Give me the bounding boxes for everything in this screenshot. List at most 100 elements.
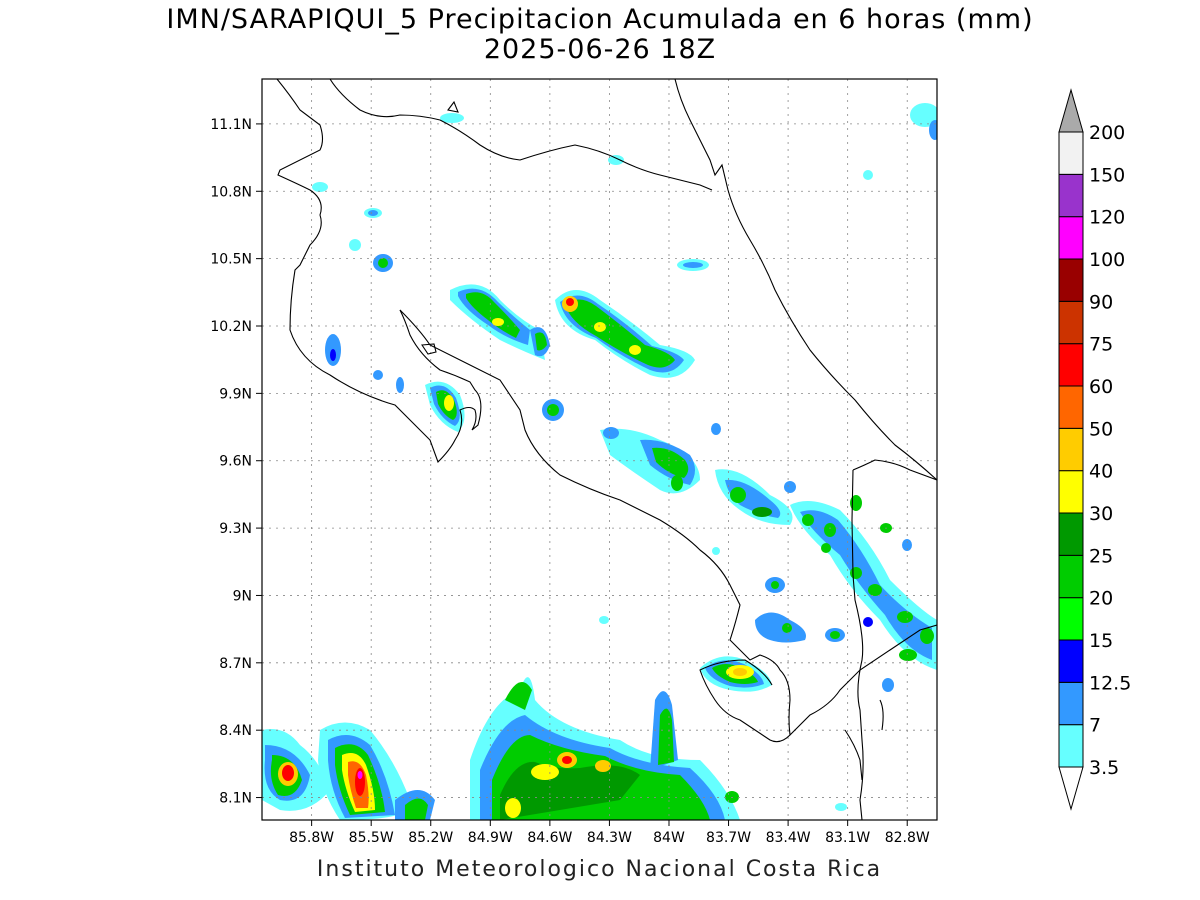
lat-tick-label: 10.2N — [210, 319, 252, 335]
lat-tick-label: 10.8N — [210, 184, 252, 200]
lat-tick-label: 11.1N — [210, 117, 252, 133]
precip-area — [535, 332, 547, 351]
lon-tick-label: 84W — [653, 830, 685, 846]
map-grid — [262, 79, 937, 820]
precip-area — [863, 617, 873, 627]
precip-area — [835, 803, 847, 811]
lon-tick-label: 85.2W — [408, 830, 453, 846]
lon-tick-label: 83.4W — [766, 830, 811, 846]
colorbar-swatch — [1058, 173, 1084, 218]
precip-area — [629, 345, 641, 355]
precip-area — [531, 764, 559, 780]
precip-area — [282, 765, 294, 781]
lon-tick-label: 84.9W — [468, 830, 513, 846]
colorbar-swatch — [1058, 512, 1084, 556]
colorbar-swatch — [1058, 681, 1084, 726]
precip-area — [821, 543, 831, 553]
precip-area — [868, 584, 882, 596]
coastlines — [276, 79, 937, 820]
precip-area — [440, 113, 464, 123]
colorbar-label: 12.5 — [1089, 672, 1131, 694]
precip-area — [712, 547, 720, 555]
colorbar-swatch — [1058, 427, 1084, 472]
precip-area — [396, 377, 404, 393]
colorbar-label: 20 — [1089, 588, 1113, 610]
pacific-coast-south — [789, 624, 937, 736]
precip-area — [730, 487, 746, 503]
precip-area — [562, 756, 572, 764]
colorbar-swatch — [1058, 258, 1084, 302]
precip-area — [594, 322, 606, 332]
precip-area — [466, 292, 520, 338]
precip-area — [492, 318, 504, 326]
precip-area — [671, 475, 683, 491]
colorbar-swatch — [1058, 597, 1084, 641]
precip-area — [608, 155, 624, 165]
lat-tick-label: 8.1N — [219, 791, 252, 807]
colorbar-label: 75 — [1089, 334, 1113, 356]
precip-area — [599, 616, 609, 624]
colorbar-swatch — [1058, 343, 1084, 387]
precip-area — [920, 628, 934, 644]
lon-tick-label: 84.6W — [527, 830, 572, 846]
colorbar-label: 100 — [1089, 249, 1125, 271]
precip-area — [929, 120, 937, 140]
precip-area — [378, 258, 388, 268]
lon-tick-label: 84.3W — [587, 830, 632, 846]
island — [421, 343, 437, 355]
colorbar-swatch — [1058, 554, 1084, 599]
precip-area — [882, 678, 894, 692]
precip-area — [357, 771, 363, 779]
precip-area — [373, 370, 383, 380]
precip-area — [603, 427, 619, 439]
lat-tick-label: 8.7N — [219, 656, 252, 672]
colorbar-swatch — [1058, 470, 1084, 514]
colorbar-label: 3.5 — [1089, 757, 1119, 779]
colorbar-label: 15 — [1089, 630, 1113, 652]
precip-area — [566, 298, 574, 306]
precip-area — [782, 623, 792, 633]
precip-area — [725, 791, 739, 803]
nicaragua-north-border — [329, 79, 713, 191]
colorbar-label: 25 — [1089, 545, 1113, 567]
colorbar-label: 90 — [1089, 291, 1113, 313]
colorbar-label: 60 — [1089, 376, 1113, 398]
precip-area — [752, 507, 772, 517]
colorbar-label: 7 — [1089, 715, 1101, 737]
precipitation-field — [262, 103, 937, 820]
precip-area — [711, 423, 721, 435]
footer-credit: Instituto Meteorologico Nacional Costa R… — [316, 857, 883, 882]
axis-ticks: 11.1N 10.8N 10.5N 10.2N 9.9N 9.6N 9.3N 9N 8.7N 8.… — [210, 117, 930, 846]
caribbean-coast — [674, 79, 937, 481]
nicaragua-coast — [276, 79, 482, 463]
precip-area — [830, 631, 840, 639]
nicoya-gulf-coast — [399, 309, 791, 743]
panama-border — [851, 459, 937, 820]
punta — [844, 729, 863, 781]
lon-tick-label: 83.1W — [825, 830, 870, 846]
lat-tick-label: 9.6N — [219, 454, 252, 470]
precip-area — [547, 404, 559, 416]
precip-area — [902, 539, 912, 551]
colorbar-swatch — [1058, 639, 1084, 683]
island — [447, 100, 459, 113]
lat-tick-label: 9.3N — [219, 521, 252, 537]
precip-area — [802, 514, 814, 526]
colorbar-under-triangle — [1058, 766, 1084, 811]
colorbar-label: 150 — [1089, 164, 1125, 186]
precip-area — [733, 668, 747, 676]
lat-tick-label: 8.4N — [219, 723, 252, 739]
lon-tick-label: 83.7W — [706, 830, 751, 846]
precip-area — [824, 523, 836, 537]
precip-area — [910, 103, 937, 127]
precip-area — [784, 481, 796, 493]
precip-area — [863, 170, 873, 180]
precip-area — [850, 495, 862, 511]
colorbar-swatch — [1058, 724, 1084, 768]
colorbar-swatch — [1058, 131, 1084, 175]
precip-area — [505, 798, 521, 818]
map-frame — [261, 78, 938, 821]
colorbar-swatch — [1058, 216, 1084, 260]
lat-tick-label: 9N — [233, 588, 252, 604]
precip-area — [897, 611, 913, 623]
